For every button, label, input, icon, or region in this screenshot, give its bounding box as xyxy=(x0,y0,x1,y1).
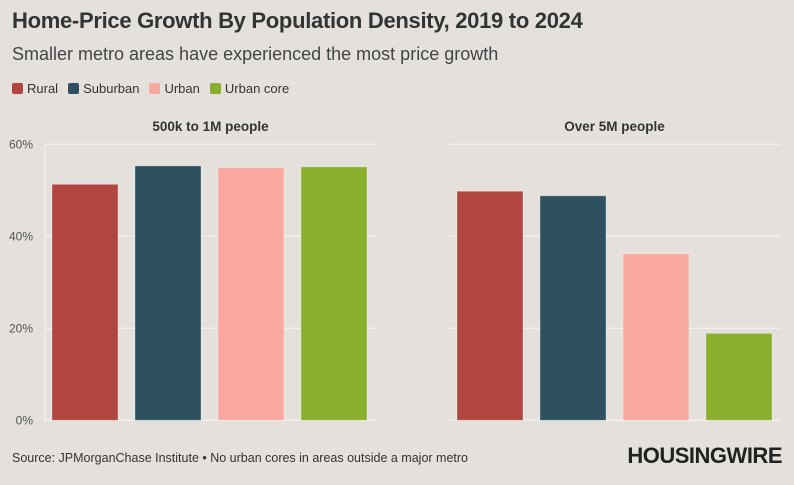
bar-rural xyxy=(51,183,119,421)
legend-label: Rural xyxy=(27,81,59,96)
bar-urban-core xyxy=(300,166,368,421)
legend-swatch xyxy=(68,83,80,94)
panel-title: 500k to 1M people xyxy=(152,119,269,134)
chart-subtitle: Smaller metro areas have experienced the… xyxy=(12,44,499,64)
legend-label: Urban xyxy=(164,81,200,96)
legend-item-urban-core: Urban core xyxy=(209,81,290,96)
y-tick-label: 20% xyxy=(9,321,33,335)
legend-label: Urban core xyxy=(224,81,290,96)
legend-swatch xyxy=(12,83,23,94)
bar-urban-core xyxy=(705,332,773,421)
legend-label: Suburban xyxy=(83,81,140,96)
source-note: Source: JPMorganChase Institute • No urb… xyxy=(12,451,468,465)
housingwire-logo: HOUSINGWIRE xyxy=(627,443,782,468)
legend-swatch xyxy=(209,83,221,94)
panel-title: Over 5M people xyxy=(564,119,665,134)
y-tick-label: 0% xyxy=(16,413,34,427)
legend-item-rural: Rural xyxy=(12,81,58,96)
bar-suburban xyxy=(539,195,607,421)
legend-item-suburban: Suburban xyxy=(68,81,139,96)
bar-suburban xyxy=(134,165,202,421)
y-tick-label: 60% xyxy=(9,137,33,151)
y-tick-label: 40% xyxy=(9,229,33,243)
legend-item-urban: Urban xyxy=(149,81,200,96)
legend-swatch xyxy=(149,83,161,94)
bar-rural xyxy=(456,190,524,421)
chart-title: Home-Price Growth By Population Density,… xyxy=(12,8,583,33)
legend: Rural Suburban Urban Urban core xyxy=(12,81,289,96)
bar-urban xyxy=(217,167,285,421)
bar-urban xyxy=(622,253,690,421)
